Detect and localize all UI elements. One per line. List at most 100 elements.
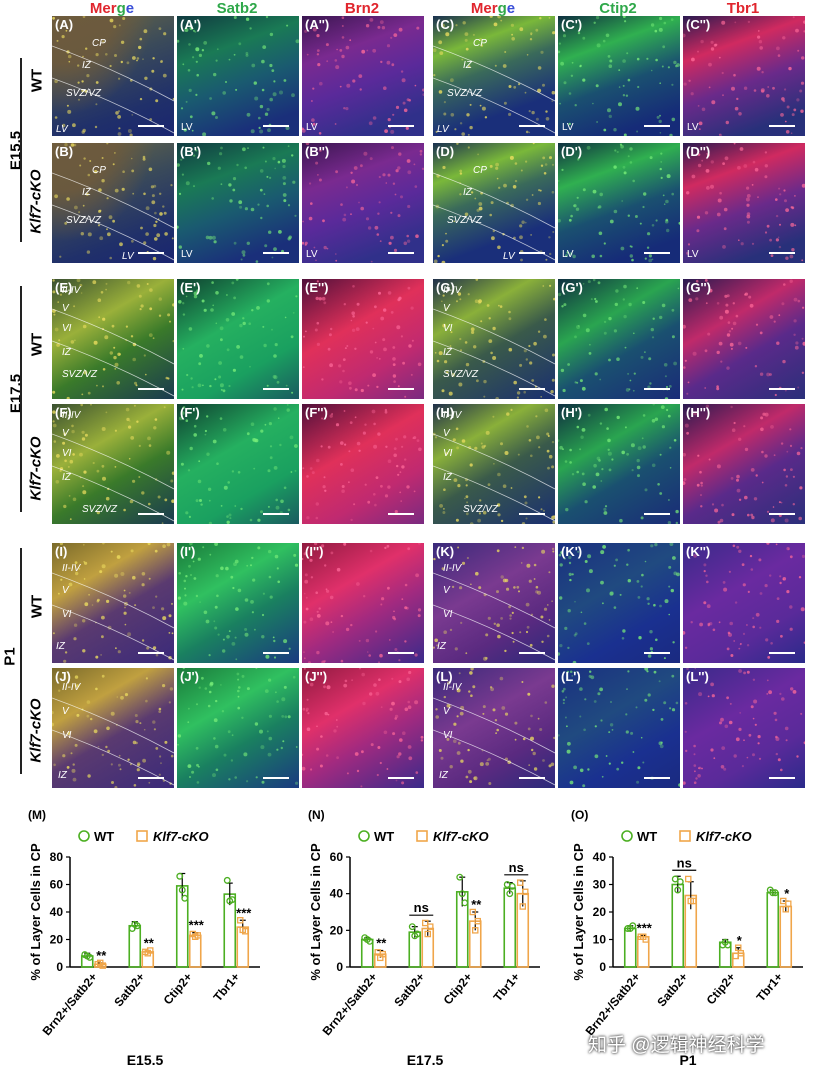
cell-dot xyxy=(334,59,338,62)
cell-dot xyxy=(417,608,422,612)
cell-dot xyxy=(624,346,627,349)
cell-dot xyxy=(516,391,521,395)
region-label: IZ xyxy=(58,770,67,781)
cell-dot xyxy=(177,743,179,746)
cell-dot xyxy=(309,558,313,562)
cell-dot xyxy=(595,300,598,303)
cell-dot xyxy=(402,731,406,735)
cell-dot xyxy=(321,417,324,420)
cell-dot xyxy=(580,611,583,614)
cell-dot xyxy=(790,206,793,209)
cell-dot xyxy=(268,549,272,554)
cell-dot xyxy=(800,447,803,450)
cell-dot xyxy=(459,172,463,175)
cell-dot xyxy=(634,215,638,218)
cell-dot xyxy=(158,314,162,317)
cell-dot xyxy=(778,314,781,317)
cell-dot xyxy=(551,600,553,602)
cell-dot xyxy=(402,361,405,365)
cell-dot xyxy=(701,159,704,162)
cell-dot xyxy=(105,745,108,749)
cell-dot xyxy=(446,737,450,741)
cell-dot xyxy=(401,598,404,600)
cell-dot xyxy=(235,279,239,281)
cell-dot xyxy=(320,735,323,738)
cell-dot xyxy=(570,74,574,77)
cell-dot xyxy=(197,479,202,484)
cell-dot xyxy=(126,61,130,65)
panel-label: (J'') xyxy=(305,669,328,684)
cell-dot xyxy=(638,636,642,640)
cell-dot xyxy=(109,351,113,355)
cell-dot xyxy=(267,469,271,473)
cell-dot xyxy=(162,684,166,688)
cell-dot xyxy=(514,162,518,165)
bar-wt xyxy=(128,924,142,968)
cell-dot xyxy=(669,467,672,469)
cell-dot xyxy=(170,754,174,758)
cell-dot xyxy=(348,450,351,453)
cell-dot xyxy=(310,202,313,205)
cell-dot xyxy=(776,46,780,51)
region-label: LV xyxy=(562,249,574,260)
cell-dot xyxy=(378,291,381,295)
cell-dot xyxy=(753,497,758,501)
scale-bar xyxy=(519,125,545,127)
cell-dot xyxy=(530,454,533,458)
cell-dot xyxy=(551,465,555,469)
cell-speckle xyxy=(433,279,555,399)
cell-dot xyxy=(240,507,243,511)
cell-dot xyxy=(533,767,538,771)
cell-dot xyxy=(246,432,250,436)
cell-dot xyxy=(413,436,417,440)
cell-dot xyxy=(784,120,787,123)
cell-dot xyxy=(693,554,697,558)
cell-dot xyxy=(525,517,528,520)
cell-dot xyxy=(151,69,155,73)
cell-dot xyxy=(98,188,102,192)
cell-dot xyxy=(478,299,482,303)
cell-dot xyxy=(541,549,546,554)
cell-dot xyxy=(115,111,119,115)
cell-dot xyxy=(407,700,410,704)
cell-dot xyxy=(451,373,456,377)
cell-dot xyxy=(215,116,218,119)
cell-dot xyxy=(217,166,221,170)
cell-dot xyxy=(325,588,328,591)
cell-dot xyxy=(419,153,423,156)
cell-dot xyxy=(354,388,358,392)
cell-dot xyxy=(586,642,590,645)
cell-dot xyxy=(213,620,216,623)
cell-dot xyxy=(469,463,473,467)
cell-dot xyxy=(520,169,523,172)
genotype-wt-3: WT xyxy=(28,594,46,619)
cell-dot xyxy=(686,191,690,195)
cell-dot xyxy=(343,213,347,217)
cell-dot xyxy=(622,165,626,169)
sig-label: * xyxy=(784,886,790,901)
region-label: LV xyxy=(56,124,68,135)
cell-dot xyxy=(342,217,347,222)
cell-dot xyxy=(371,409,376,414)
cell-dot xyxy=(205,235,210,240)
cell-dot xyxy=(508,347,513,352)
cell-dot xyxy=(229,199,233,203)
cell-dot xyxy=(116,696,119,698)
cell-dot xyxy=(773,711,777,715)
cell-dot xyxy=(509,155,514,160)
cell-dot xyxy=(408,99,411,102)
cell-dot xyxy=(511,33,513,36)
cell-dot xyxy=(335,253,337,255)
cell-dot xyxy=(746,203,750,207)
cell-dot xyxy=(609,219,614,224)
cell-dot xyxy=(769,238,772,242)
cell-dot xyxy=(189,115,193,119)
cell-dot xyxy=(509,614,512,617)
cell-dot xyxy=(588,569,593,574)
cell-dot xyxy=(343,303,346,306)
scale-bar xyxy=(263,777,289,779)
cell-dot xyxy=(193,424,197,428)
cell-dot xyxy=(324,711,328,716)
cell-dot xyxy=(793,319,797,323)
cell-dot xyxy=(705,169,710,173)
